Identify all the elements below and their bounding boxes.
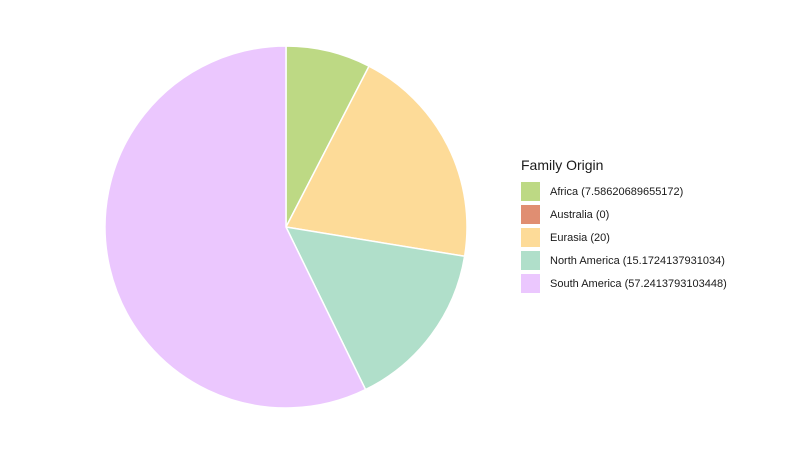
legend-swatch xyxy=(521,274,540,293)
pie-slices xyxy=(104,45,468,409)
legend-label: Eurasia (20) xyxy=(550,231,610,244)
legend-item-north-america: North America (15.1724137931034) xyxy=(521,249,727,272)
pie-slice-south-america xyxy=(104,45,367,409)
legend-label: Australia (0) xyxy=(550,208,610,221)
legend-label: North America (15.1724137931034) xyxy=(550,254,725,267)
pie-slice-north-america xyxy=(284,226,466,391)
legend-items: Africa (7.58620689655172) Australia (0) Eu… xyxy=(521,180,727,295)
legend-swatch xyxy=(521,182,540,201)
legend-item-africa: Africa (7.58620689655172) xyxy=(521,180,727,203)
legend-label: South America (57.2413793103448) xyxy=(550,277,727,290)
legend-title: Family Origin xyxy=(521,157,604,173)
legend-swatch xyxy=(521,251,540,270)
legend-swatch xyxy=(521,228,540,247)
legend-item-eurasia: Eurasia (20) xyxy=(521,226,727,249)
legend-swatch xyxy=(521,205,540,224)
pie-slice-eurasia xyxy=(284,65,468,258)
legend-label: Africa (7.58620689655172) xyxy=(550,185,684,198)
legend-item-south-america: South America (57.2413793103448) xyxy=(521,272,727,295)
legend-item-australia: Australia (0) xyxy=(521,203,727,226)
legend: Family Origin Africa (7.58620689655172) A… xyxy=(521,157,727,295)
